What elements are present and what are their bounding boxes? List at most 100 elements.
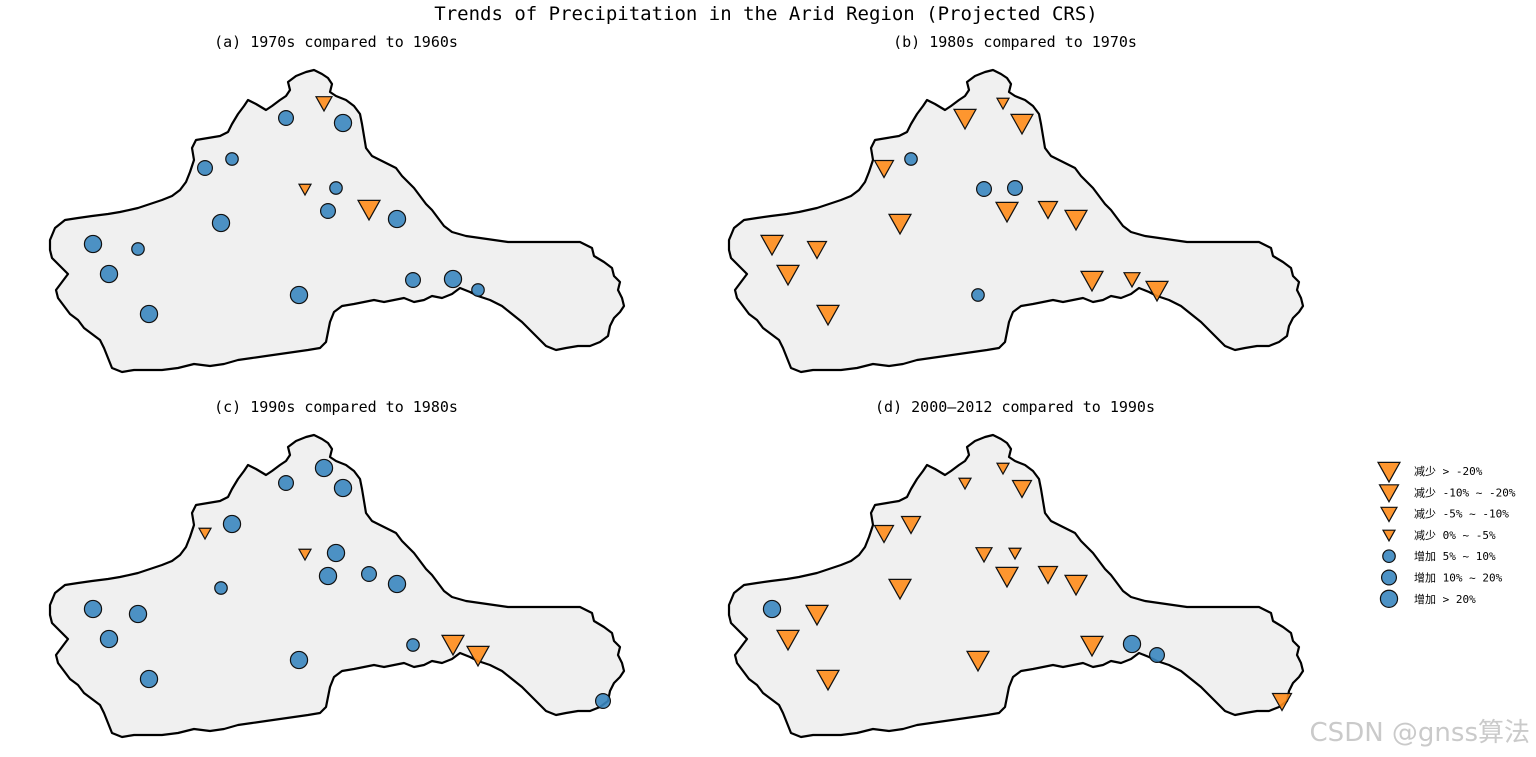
station-marker-s2: [952, 108, 978, 131]
region-map: [727, 68, 1305, 374]
station-marker-s5: [873, 524, 895, 544]
station-marker-s3: [1011, 479, 1033, 499]
station-marker-s15: [815, 669, 841, 692]
map-panel-c: (c) 1990s compared to 1980s: [48, 398, 626, 739]
station-marker-s13: [83, 234, 103, 254]
station-marker-s11: [387, 209, 407, 229]
station-marker-s9: [318, 566, 338, 586]
station-marker-s12: [131, 242, 145, 256]
panel-subtitle-a: (a) 1970s compared to 1960s: [214, 33, 458, 51]
station-marker-s7: [974, 547, 994, 564]
station-marker-s14: [99, 264, 119, 284]
legend-symbol: [1376, 461, 1402, 484]
station-marker-s17: [406, 638, 420, 652]
station-marker-s14: [99, 629, 119, 649]
legend-item: 减少 0% ~ -5%: [1381, 529, 1496, 543]
legend-label: 减少 -10% ~ -20%: [1414, 486, 1516, 499]
legend-symbol: [1379, 506, 1399, 523]
station-marker-s10: [1037, 200, 1059, 220]
station-marker-s9: [994, 201, 1020, 224]
station-marker-s6: [1007, 547, 1023, 561]
station-marker-s20: [1271, 692, 1293, 712]
station-marker-s15: [815, 304, 841, 327]
region-boundary: [48, 433, 626, 739]
station-marker-s18: [443, 269, 463, 289]
station-marker-s7: [297, 183, 313, 197]
legend-item: 增加 > 20%: [1379, 589, 1476, 608]
station-marker-s9: [994, 566, 1020, 589]
map-panel-d: (d) 2000–2012 compared to 1990s: [727, 398, 1305, 739]
station-marker-s13: [83, 599, 103, 619]
station-marker-s2: [277, 109, 295, 127]
legend-label: 减少 -5% ~ -10%: [1414, 508, 1509, 521]
station-marker-s18: [1122, 634, 1142, 654]
map-panels: (a) 1970s compared to 1960s (b) 1980s com…: [48, 33, 1305, 739]
legend-item: 减少 -5% ~ -10%: [1379, 506, 1509, 523]
region-map: [48, 68, 626, 374]
station-marker-s3: [1009, 113, 1035, 136]
figure-title: Trends of Precipitation in the Arid Regi…: [434, 3, 1097, 25]
legend-label: 减少 > -20%: [1414, 465, 1483, 478]
station-marker-s3: [333, 113, 353, 133]
station-marker-s18: [1122, 272, 1142, 289]
legend-symbol: [1379, 589, 1399, 608]
station-marker-s7: [297, 548, 313, 562]
legend-item: 增加 10% ~ 20%: [1380, 569, 1503, 586]
station-marker-s13: [759, 234, 785, 257]
station-marker-s18: [440, 634, 466, 657]
station-marker-s17: [404, 271, 422, 289]
station-marker-s11: [387, 574, 407, 594]
region-map: [48, 433, 626, 739]
station-marker-s8: [211, 213, 231, 233]
station-marker-s5: [197, 527, 213, 541]
station-marker-s8: [887, 578, 913, 601]
station-marker-s1: [314, 458, 334, 478]
station-marker-s17: [1079, 635, 1105, 658]
panel-subtitle-b: (b) 1980s compared to 1970s: [893, 33, 1137, 51]
legend-item: 增加 5% ~ 10%: [1382, 549, 1496, 564]
station-marker-s10: [360, 565, 378, 583]
station-marker-s6: [326, 543, 346, 563]
station-marker-s17: [1079, 270, 1105, 293]
legend-label: 增加 10% ~ 20%: [1414, 571, 1503, 585]
region-map: [727, 433, 1305, 739]
station-marker-s1: [995, 462, 1011, 476]
station-marker-s10: [356, 199, 382, 222]
station-marker-s6: [1006, 179, 1024, 197]
legend-item: 减少 -10% ~ -20%: [1378, 484, 1516, 504]
legend-label: 增加 5% ~ 10%: [1414, 549, 1496, 563]
station-marker-s19: [1148, 646, 1166, 664]
station-marker-s4: [225, 152, 239, 166]
region-boundary: [48, 68, 626, 374]
station-marker-s9: [319, 202, 337, 220]
legend: 减少 > -20% 减少 -10% ~ -20% 减少 -5% ~ -10% 减少 0…: [1376, 461, 1516, 608]
station-marker-s16: [971, 288, 985, 302]
station-marker-s10: [1037, 565, 1059, 585]
station-marker-s14: [775, 629, 801, 652]
legend-label: 增加 > 20%: [1414, 592, 1476, 606]
station-marker-s4: [900, 515, 922, 535]
station-marker-s5: [873, 159, 895, 179]
legend-symbol: [1378, 484, 1400, 504]
station-marker-s2: [277, 474, 295, 492]
station-marker-s8: [887, 213, 913, 236]
station-marker-s15: [139, 669, 159, 689]
legend-symbol: [1380, 569, 1398, 586]
map-panel-a: (a) 1970s compared to 1960s: [48, 33, 626, 374]
station-marker-s4: [222, 514, 242, 534]
legend-label: 减少 0% ~ -5%: [1414, 529, 1496, 542]
station-marker-s3: [333, 478, 353, 498]
station-marker-s13: [762, 599, 782, 619]
station-marker-s12: [128, 604, 148, 624]
station-marker-s7: [975, 180, 993, 198]
station-marker-s11: [1063, 574, 1089, 597]
panel-subtitle-c: (c) 1990s compared to 1980s: [214, 398, 458, 416]
station-marker-s5: [196, 159, 214, 177]
station-marker-s16: [289, 285, 309, 305]
station-marker-s16: [965, 650, 991, 673]
station-marker-s19: [465, 645, 491, 668]
legend-symbol: [1382, 549, 1396, 564]
watermark: CSDN @gnss算法: [1310, 718, 1530, 748]
station-marker-s2: [957, 477, 973, 491]
